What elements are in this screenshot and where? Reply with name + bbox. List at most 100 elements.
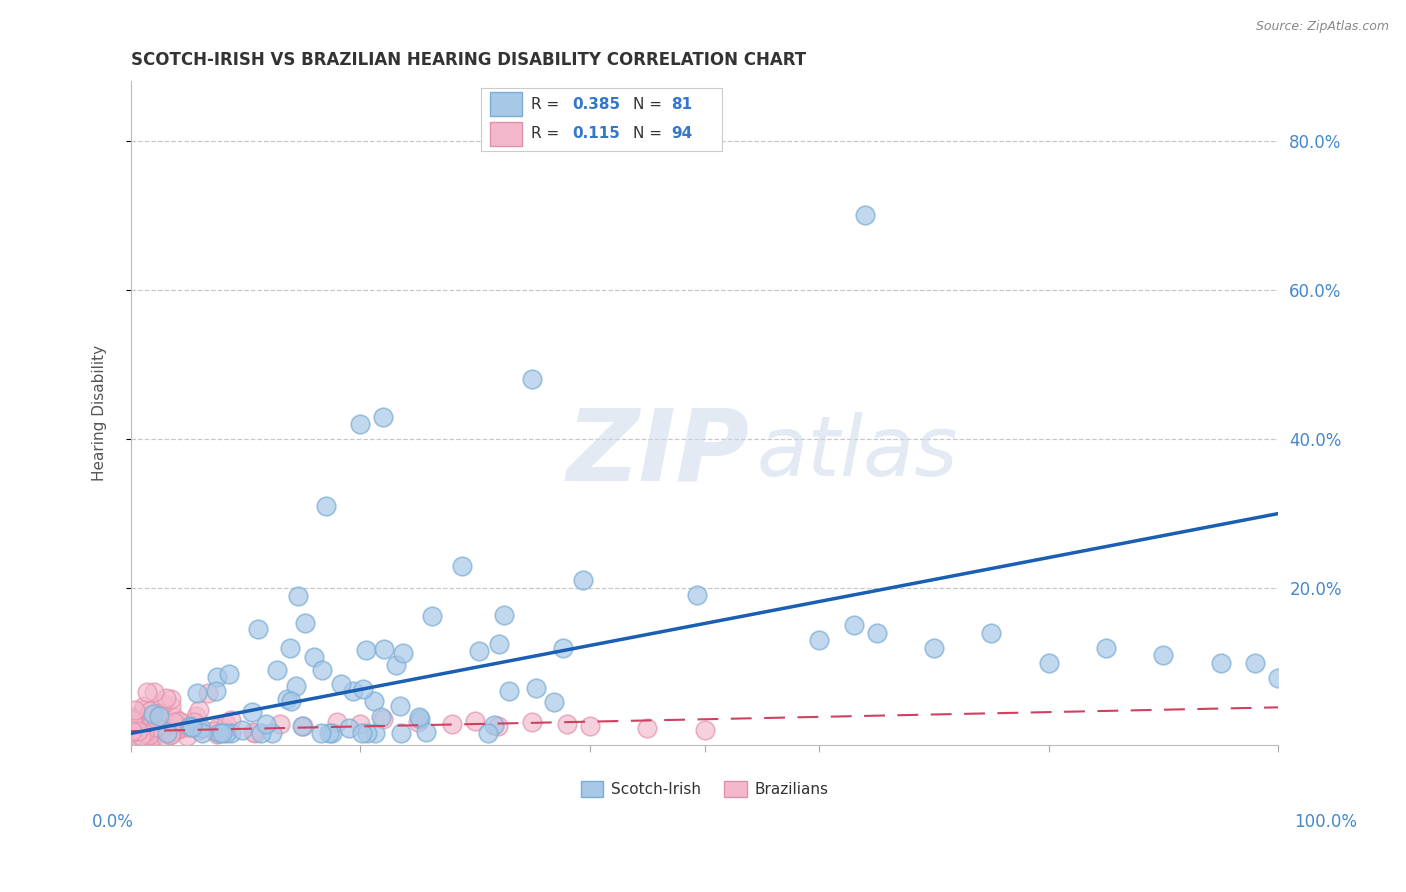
Point [636, 721, 658, 735]
Point [280, 694, 302, 708]
Point [139, 715, 162, 730]
Text: 100.0%: 100.0% [1294, 814, 1357, 831]
Point [179, 719, 201, 733]
Point [186, 686, 208, 700]
Point [124, 703, 146, 717]
Point [122, 729, 145, 743]
Point [121, 724, 143, 739]
Point [468, 643, 491, 657]
Point [122, 712, 145, 726]
Point [183, 714, 205, 729]
Point [122, 710, 145, 724]
Point [155, 726, 177, 740]
Point [138, 728, 160, 742]
Point [408, 710, 430, 724]
Point [354, 643, 377, 657]
Point [254, 716, 277, 731]
Point [134, 698, 156, 713]
Point [160, 727, 183, 741]
Point [136, 708, 159, 723]
Point [160, 725, 183, 739]
Point [145, 728, 167, 742]
Point [1209, 656, 1232, 670]
Point [180, 720, 202, 734]
Point [135, 685, 157, 699]
Point [555, 716, 578, 731]
Point [249, 726, 271, 740]
Text: SCOTCH-IRISH VS BRAZILIAN HEARING DISABILITY CORRELATION CHART: SCOTCH-IRISH VS BRAZILIAN HEARING DISABI… [131, 51, 806, 69]
Point [287, 589, 309, 603]
Point [269, 716, 291, 731]
Point [169, 715, 191, 730]
Point [318, 726, 340, 740]
Point [131, 730, 153, 744]
Point [808, 633, 831, 648]
Point [179, 720, 201, 734]
Point [165, 723, 187, 738]
Point [221, 713, 243, 727]
Point [866, 625, 889, 640]
Point [352, 681, 374, 696]
Point [160, 691, 183, 706]
Point [122, 727, 145, 741]
Point [415, 724, 437, 739]
Point [124, 718, 146, 732]
Point [488, 637, 510, 651]
Point [148, 706, 170, 720]
Point [163, 715, 186, 730]
Point [247, 622, 270, 636]
Point [191, 726, 214, 740]
Point [1095, 640, 1118, 655]
Point [121, 720, 143, 734]
Point [122, 730, 145, 744]
Point [337, 721, 360, 735]
Point [155, 691, 177, 706]
Point [311, 663, 333, 677]
Point [163, 710, 186, 724]
Point [450, 558, 472, 573]
Point [204, 724, 226, 739]
Point [242, 725, 264, 739]
Point [686, 588, 709, 602]
Text: Source: ZipAtlas.com: Source: ZipAtlas.com [1256, 20, 1389, 33]
Point [922, 640, 945, 655]
Point [364, 726, 387, 740]
Point [370, 710, 392, 724]
Point [522, 715, 544, 730]
Point [129, 729, 152, 743]
Point [262, 726, 284, 740]
Point [121, 713, 143, 727]
Point [1267, 671, 1289, 685]
Point [330, 677, 353, 691]
Point [165, 719, 187, 733]
Point [349, 716, 371, 731]
Point [134, 730, 156, 744]
Point [122, 721, 145, 735]
Point [134, 730, 156, 744]
Point [373, 641, 395, 656]
Point [294, 615, 316, 630]
Point [127, 723, 149, 738]
Point [215, 726, 238, 740]
Point [187, 723, 209, 737]
Point [1152, 648, 1174, 662]
Point [187, 703, 209, 717]
Point [159, 728, 181, 742]
Text: atlas: atlas [756, 412, 957, 493]
Point [356, 726, 378, 740]
Point [240, 705, 263, 719]
Point [190, 721, 212, 735]
Point [139, 724, 162, 739]
Point [142, 707, 165, 722]
Point [155, 730, 177, 744]
Point [522, 372, 544, 386]
Point [291, 719, 314, 733]
Point [124, 729, 146, 743]
Point [205, 670, 228, 684]
Point [176, 730, 198, 744]
Point [219, 726, 242, 740]
Point [391, 646, 413, 660]
Point [142, 729, 165, 743]
Point [205, 727, 228, 741]
Point [406, 715, 429, 730]
